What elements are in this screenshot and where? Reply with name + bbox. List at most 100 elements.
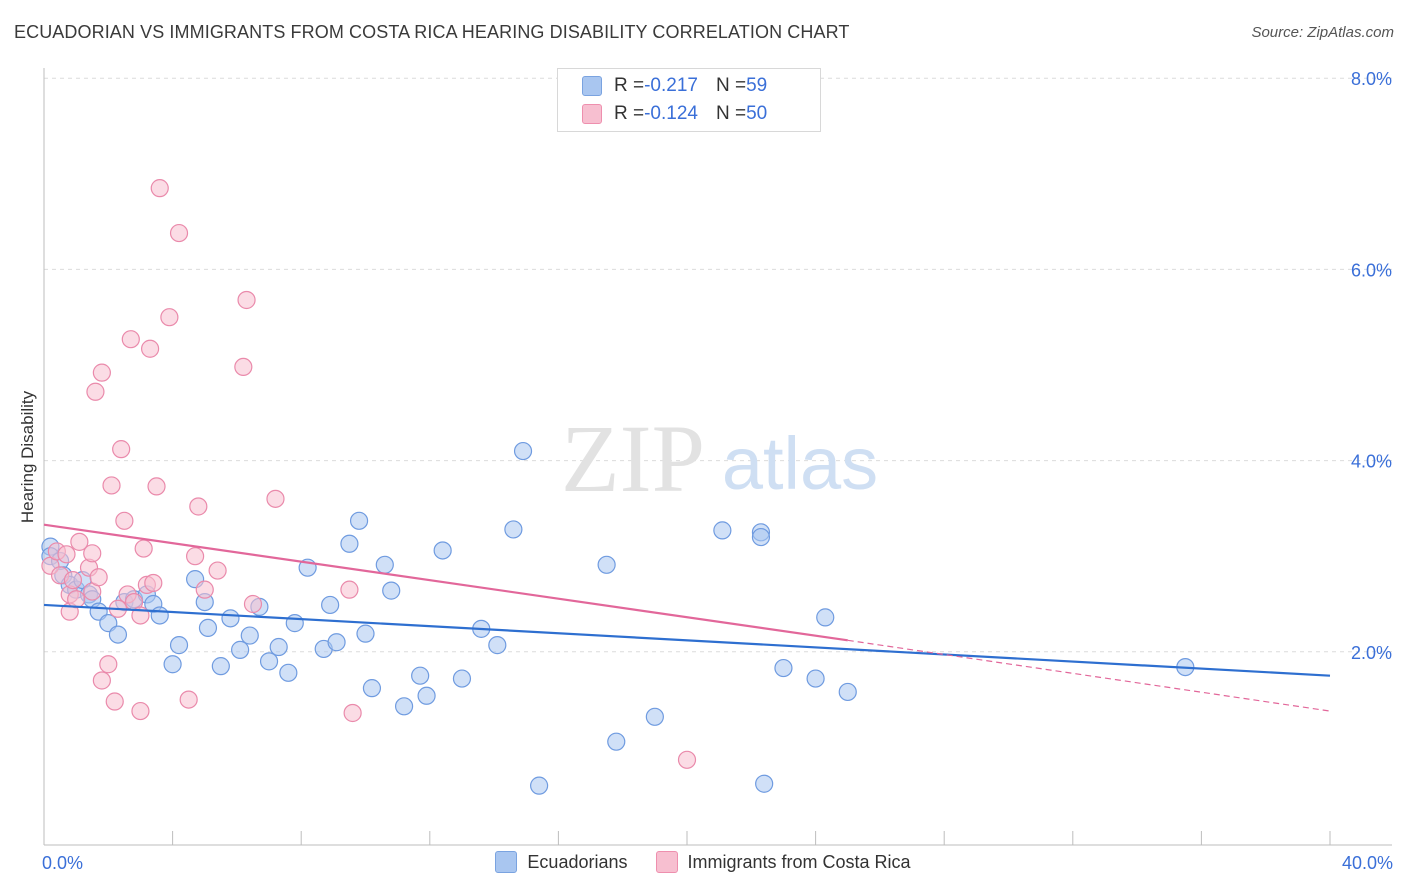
ecuadorians-point: [816, 608, 835, 627]
costa-rica-points: [41, 179, 697, 769]
costa-rica-point: [243, 594, 263, 614]
y-tick-label: 6.0%: [1351, 260, 1392, 280]
r-label: R =: [614, 103, 645, 124]
costa-rica-point: [63, 570, 83, 590]
ecuadorians-point: [411, 666, 430, 685]
ecuadorians-point: [530, 776, 549, 795]
source-label: Source: ZipAtlas.com: [1251, 24, 1394, 41]
chart-title: ECUADORIAN VS IMMIGRANTS FROM COSTA RICA…: [14, 22, 850, 42]
ecuadorians-point: [417, 686, 436, 705]
ecuadorians-point: [169, 636, 189, 655]
costa-rica-point: [86, 382, 105, 401]
ecuadorians-point: [269, 637, 288, 657]
costa-rica-point: [160, 308, 179, 327]
ecuadorians-point: [838, 682, 857, 702]
costa-rica-point: [144, 573, 163, 593]
ecuadorians-point: [375, 555, 394, 574]
ecuadorians-point: [433, 541, 452, 560]
costa-rica-point: [121, 330, 140, 349]
costa-rica-point: [102, 476, 121, 495]
ecuadorians-point: [488, 636, 507, 655]
gridlines: [44, 77, 1392, 653]
costa-rica-point: [134, 539, 153, 558]
ecuadorians-point: [150, 606, 169, 625]
costa-rica-point: [195, 580, 214, 599]
costa-rica-point: [237, 290, 256, 310]
ecuadorians-point: [356, 624, 375, 643]
ecuadorians-point: [108, 625, 128, 644]
costa-rica-point: [105, 692, 124, 711]
legend-item-ecuadorians[interactable]: Ecuadorians: [495, 851, 628, 873]
ecuadorians-swatch: [582, 76, 602, 96]
ecuadorians-point: [240, 626, 259, 645]
legend-swatch-ecuadorians: [495, 851, 518, 873]
costa-rica-point: [340, 580, 359, 599]
ecuadorians-point: [504, 520, 523, 539]
ecuadorians-point: [806, 669, 825, 688]
costa-rica-point: [67, 590, 86, 609]
costa-rica-point: [115, 511, 134, 530]
costa-rica-point: [189, 497, 208, 516]
legend-label-ecuadorians: Ecuadorians: [527, 851, 628, 872]
costa-rica-point: [83, 544, 102, 563]
n-label: N =: [715, 103, 747, 124]
ecuadorians-point: [221, 609, 240, 628]
costa-rica-point: [112, 440, 131, 459]
costa-rica-point: [131, 701, 150, 721]
ecuadorians-point: [285, 614, 304, 633]
ecuadorians-point: [597, 555, 616, 574]
ecuadorians-point: [362, 679, 382, 698]
costa-rica-point: [147, 477, 166, 496]
legend-swatch-costa-rica: [655, 851, 678, 873]
ecuadorians-point: [198, 618, 218, 638]
ecuadorians-point: [751, 527, 771, 547]
costa-rica-point: [150, 179, 169, 198]
ecuadorians-point: [607, 732, 626, 751]
y-tick-label: 2.0%: [1351, 643, 1392, 663]
watermark-atlas: atlas: [722, 422, 878, 505]
legend-item-costa-rica[interactable]: Immigrants from Costa Rica: [655, 851, 911, 873]
axes: [43, 68, 1392, 846]
costa-rica-point: [343, 703, 362, 723]
trend-lines: [43, 523, 1331, 712]
costa-rica-point: [234, 357, 253, 377]
stats-legend-row-ecuadorians: R = -0.217 N = 59: [582, 73, 767, 99]
costa-rica-point: [186, 547, 205, 566]
costa-rica-trend-line: [43, 523, 848, 642]
costa-rica-point: [266, 489, 285, 508]
r-label: R =: [614, 75, 645, 96]
costa-rica-point: [89, 568, 108, 587]
ecuadorians-point: [327, 633, 346, 652]
costa-rica-point: [99, 655, 118, 674]
watermark-zip: ZIP: [561, 405, 705, 512]
costa-rica-point: [70, 532, 89, 551]
ecuadorians-point: [211, 657, 230, 676]
x-tick-label-min: 0.0%: [42, 853, 83, 873]
ecuadorians-point: [394, 697, 414, 716]
ecuadorians-point: [321, 595, 340, 615]
r-value: -0.217: [644, 75, 698, 96]
ecuadorians-point: [340, 534, 359, 553]
y-tick-label: 8.0%: [1351, 69, 1392, 89]
ecuadorians-point: [259, 652, 279, 671]
costa-rica-swatch: [582, 104, 602, 124]
ecuadorians-point: [279, 663, 298, 682]
ecuadorians-point: [349, 511, 369, 530]
ecuadorians-points: [41, 441, 1195, 795]
costa-rica-point: [140, 339, 160, 358]
n-value: 50: [746, 103, 768, 124]
stats-legend: R = -0.217 N = 59 R = -0.124 N = 50: [557, 68, 821, 132]
y-tick-label: 4.0%: [1351, 452, 1392, 472]
ecuadorians-point: [645, 707, 664, 726]
costa-rica-point: [169, 223, 189, 243]
costa-rica-point: [92, 671, 111, 690]
watermark: ZIP atlas: [561, 405, 878, 512]
costa-rica-point: [208, 561, 227, 580]
ecuadorians-point: [231, 640, 250, 659]
costa-rica-trend-extension: [847, 639, 1331, 712]
ecuadorians-point: [774, 658, 793, 678]
ecuadorians-point: [452, 669, 472, 688]
ecuadorians-point: [513, 441, 533, 461]
costa-rica-point: [677, 750, 697, 769]
